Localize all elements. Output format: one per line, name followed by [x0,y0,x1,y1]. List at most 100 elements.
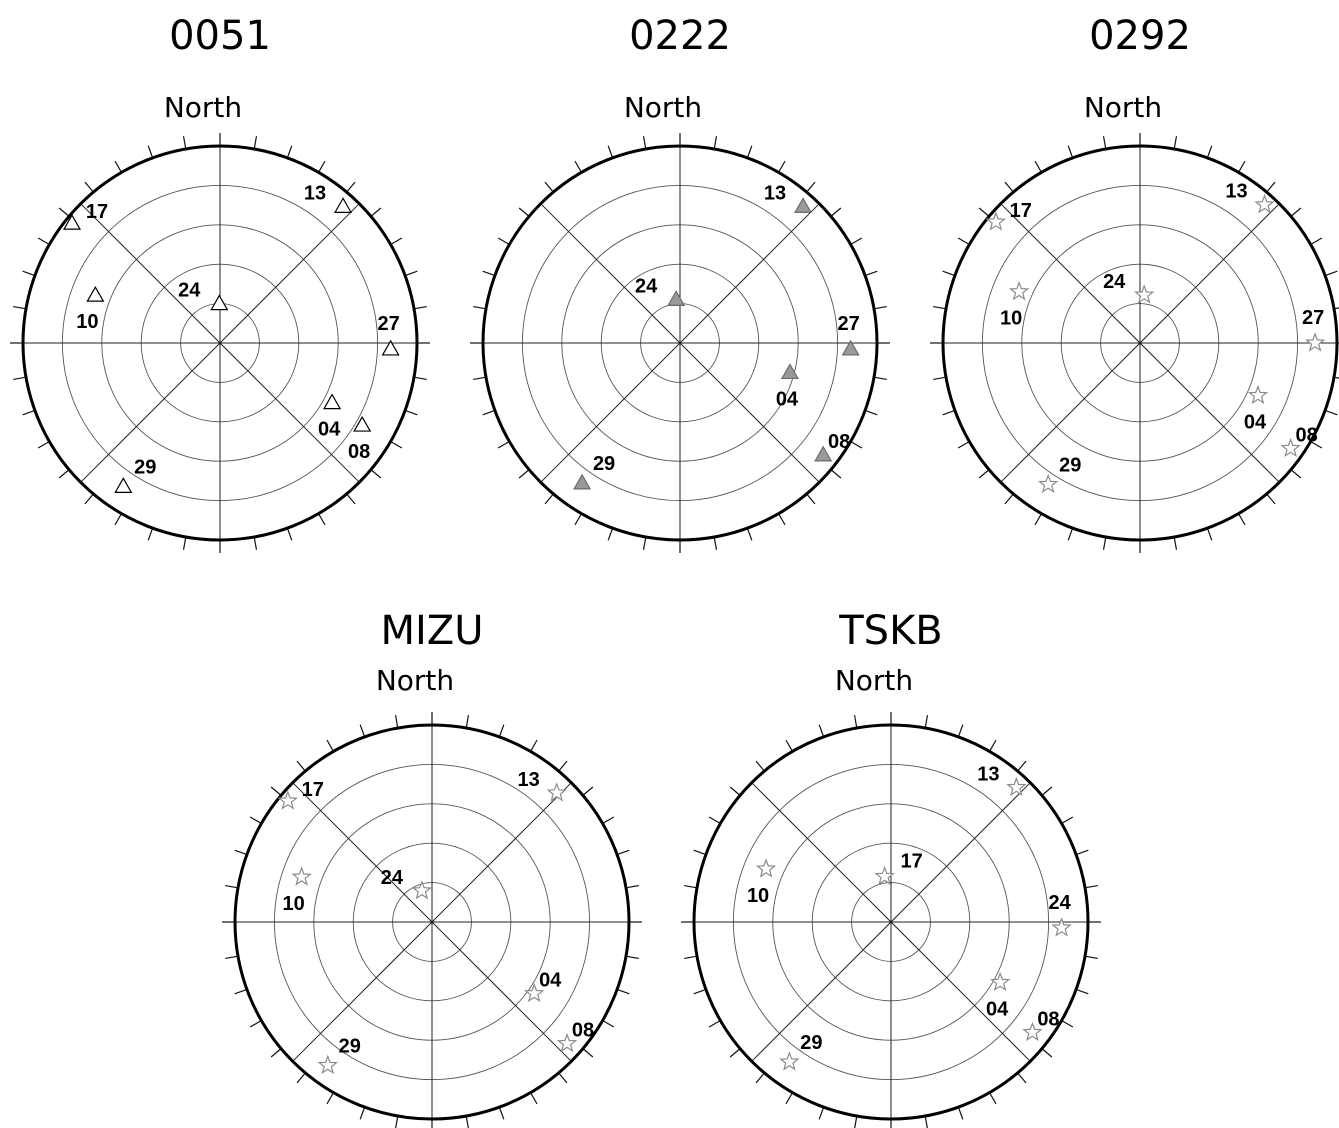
satellite-marker [793,197,813,213]
satellite-label: 10 [76,311,98,333]
satellite-label: 27 [1302,307,1324,329]
azimuth-tick [286,145,293,159]
azimuth-tick [249,816,262,825]
chart-title: 0051 [169,13,271,59]
satellite-marker [1008,280,1030,301]
axis-line [1000,203,1280,483]
azimuth-tick [370,207,382,217]
azimuth-tick [1075,988,1089,995]
azimuth-tick [755,1072,765,1084]
satellite-marker [990,971,1011,992]
azimuth-tick [296,760,306,772]
satellite-marker [779,1051,800,1071]
azimuth-tick [777,513,786,526]
satellite-marker [381,339,400,356]
azimuth-tick [574,160,583,173]
azimuth-tick [147,145,154,159]
azimuth-tick [326,739,335,752]
satellite-label: 24 [635,275,658,297]
azimuth-tick [785,739,794,752]
azimuth-tick [359,1106,366,1120]
azimuth-tick [864,409,878,416]
azimuth-tick [708,816,721,825]
horizon-circle [481,144,879,542]
azimuth-tick [853,715,858,729]
satellite-marker [667,290,686,306]
azimuth-tick [529,1092,538,1105]
azimuth-tick [317,513,326,526]
azimuth-tick [234,849,248,856]
satellite-marker [1280,437,1301,458]
azimuth-tick [37,440,50,449]
satellite-marker [1305,332,1326,352]
skyplot: MIZU North 17 13 24 10 04 08 29 [222,608,642,1128]
azimuth-tick [1206,527,1213,541]
azimuth-tick [225,955,239,960]
azimuth-tick [746,145,753,159]
azimuth-tick [558,1072,568,1084]
north-label: North [1084,91,1162,124]
azimuth-tick [625,884,639,889]
azimuth-tick [346,493,356,505]
azimuth-tick [693,849,707,856]
azimuth-tick [1067,145,1074,159]
azimuth-tick [413,305,427,310]
satellite-label: 17 [900,850,922,872]
satellite-marker [1022,1021,1043,1042]
azimuth-tick [482,270,496,277]
satellite-label: 08 [1037,1009,1059,1031]
azimuth-tick [933,376,947,381]
satellite-label: 24 [1049,892,1072,914]
azimuth-tick [957,724,964,738]
azimuth-tick [518,469,530,479]
azimuth-tick [359,724,366,738]
satellite-marker [277,790,299,810]
satellite-marker [1006,776,1027,797]
azimuth-tick [1310,440,1323,449]
azimuth-tick [602,1019,615,1028]
azimuth-tick [234,988,248,995]
satellite-marker [780,363,799,380]
azimuth-tick [850,440,863,449]
satellite-marker [1051,917,1072,937]
horizon-circle [233,723,631,1121]
satellite-marker [814,445,833,462]
azimuth-tick [498,1106,505,1120]
azimuth-tick [574,513,583,526]
satellite-marker [523,982,545,1003]
azimuth-tick [1290,207,1302,217]
azimuth-tick [957,440,970,449]
axis-line [292,782,572,1062]
satellite-label: 17 [1010,200,1032,222]
azimuth-tick [1237,513,1246,526]
azimuth-tick [1324,270,1338,277]
azimuth-tick [957,237,970,246]
azimuth-tick [978,207,990,217]
azimuth-tick [1173,136,1178,150]
azimuth-tick [746,527,753,541]
azimuth-tick [544,181,554,193]
azimuth-tick [854,1115,858,1128]
satellite-marker [62,213,82,230]
azimuth-tick [924,1115,928,1128]
satellite-label: 17 [302,779,324,801]
azimuth-tick [114,160,123,173]
azimuth-tick [1237,160,1246,173]
satellite-label: 13 [1225,181,1247,203]
axis-line [751,782,1031,1062]
satellite-marker [1247,384,1269,405]
azimuth-tick [684,884,698,889]
azimuth-tick [114,513,123,526]
satellite-marker [210,294,229,311]
chart-title: 0292 [1089,13,1191,59]
azimuth-tick [1034,160,1043,173]
azimuth-tick [1310,237,1323,246]
satellite-marker [353,415,372,432]
satellite-label: 13 [977,764,999,786]
azimuth-tick [518,207,530,217]
azimuth-tick [370,469,382,479]
chart-title: 0222 [629,13,731,59]
azimuth-tick [1061,1019,1074,1028]
azimuth-tick [286,527,293,541]
satellite-marker [86,285,105,302]
